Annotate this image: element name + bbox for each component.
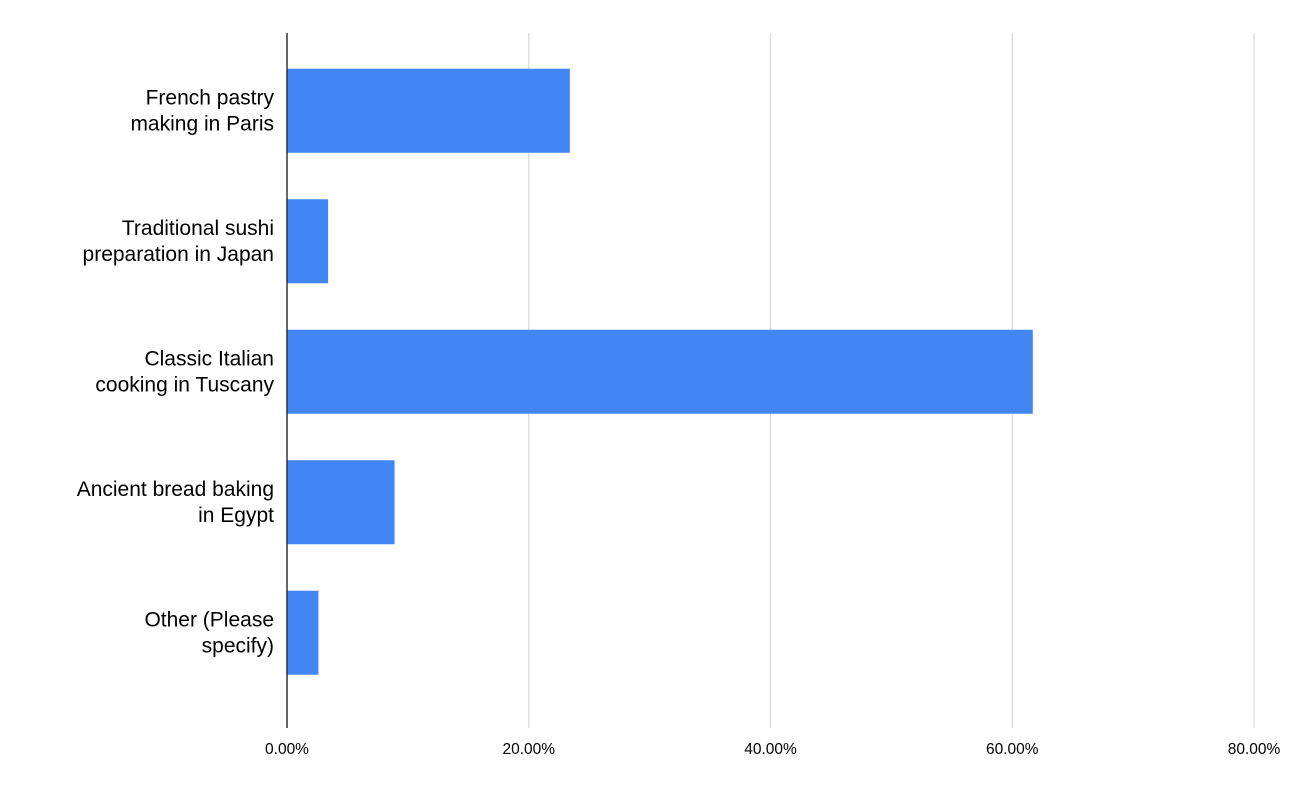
category-label-line: in Egypt [198, 504, 274, 527]
bar-2 [287, 329, 1033, 414]
category-label-line: Classic Italian [144, 347, 274, 370]
bar-4 [287, 590, 319, 675]
x-tick-label-3: 60.00% [986, 741, 1039, 758]
bar-1 [287, 199, 329, 284]
category-label-line: specify) [202, 634, 274, 657]
x-tick-label-2: 40.00% [744, 741, 797, 758]
category-label-line: French pastry [146, 86, 275, 109]
category-label-2: Classic Italian cooking in Tuscany [95, 347, 274, 396]
x-tick-label-4: 80.00% [1228, 741, 1281, 758]
category-label-0: French pastry making in Paris [130, 86, 274, 135]
category-label-3: Ancient bread baking in Egypt [77, 478, 274, 527]
category-label-line: Traditional sushi [122, 217, 274, 240]
x-tick-label-0: 0.00% [265, 741, 309, 758]
category-label-line: cooking in Tuscany [95, 373, 274, 396]
category-label-line: preparation in Japan [83, 243, 274, 266]
category-label-line: Ancient bread baking [77, 478, 274, 501]
bars-layer [287, 68, 1033, 675]
x-tick-label-1: 20.00% [502, 741, 555, 758]
category-label-4: Other (Please specify) [144, 608, 274, 657]
bar-0 [287, 68, 570, 153]
bar-3 [287, 460, 395, 545]
category-label-line: Other (Please [144, 608, 274, 631]
category-label-line: making in Paris [130, 112, 274, 135]
category-label-1: Traditional sushi preparation in Japan [83, 217, 274, 266]
labels-layer: French pastry making in Paris Traditional … [77, 86, 1281, 758]
